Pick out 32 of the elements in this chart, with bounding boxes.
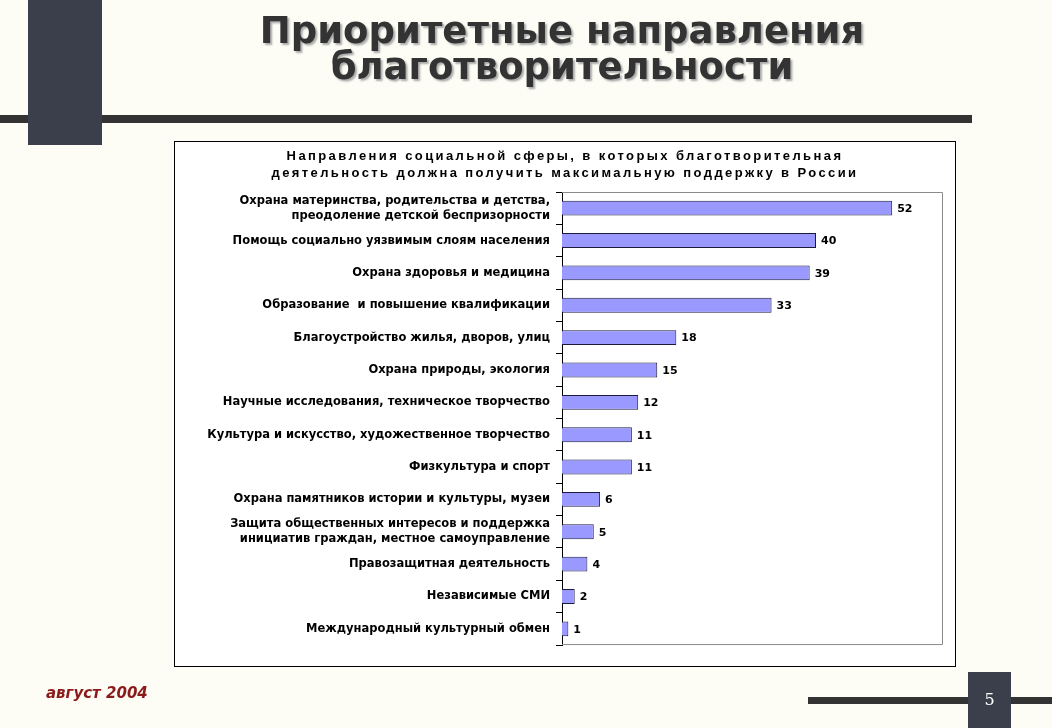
data-label: 11 <box>636 460 653 474</box>
data-label: 40 <box>821 234 837 248</box>
y-tick-label: Благоустройство жилья, дворов, улиц <box>293 329 551 344</box>
data-label: 52 <box>897 202 913 216</box>
data-label: 18 <box>681 331 697 345</box>
y-tick-label: Независимые СМИ <box>426 588 550 603</box>
data-label: 15 <box>662 363 678 377</box>
y-tick-label: Физкультура и спорт <box>409 459 551 474</box>
y-tick-label: Защита общественных интересов и поддержка инициатив граждан, местное самоуправление <box>230 516 551 546</box>
y-tick-label: Охрана здоровья и медицина <box>352 264 550 279</box>
data-label: 1 <box>573 622 582 636</box>
chart-title: Приоритетные направления благотворительности <box>258 9 866 88</box>
data-label: 4 <box>592 558 601 572</box>
data-label: 2 <box>579 590 588 604</box>
y-tick-label: Культура и искусство, художественное творчество <box>207 426 551 441</box>
text: август 2004 <box>46 684 148 702</box>
y-tick-label: Образование и повышение квалификации <box>262 297 550 312</box>
data-label: 39 <box>814 266 830 280</box>
y-tick-label: Помощь социально уязвимым слоям населения <box>232 232 550 247</box>
text: 5 <box>983 690 996 710</box>
y-tick-label: Правозащитная деятельность <box>349 556 550 571</box>
y-tick-label: Международный культурный обмен <box>306 620 550 635</box>
y-tick-label: Охрана природы, экология <box>368 361 550 376</box>
data-label: 33 <box>776 299 792 313</box>
chart-subtitle: Направления социальной сферы, в которых благотворительная деятельность должна получить максимальную поддержку в России <box>270 147 860 181</box>
data-label: 6 <box>605 493 614 507</box>
data-label: 5 <box>598 525 607 539</box>
y-tick-label: Охрана материнства, родительства и детства, преодоление детской беспризорности <box>239 192 550 222</box>
y-tick-label: Охрана памятников истории и культуры, музеи <box>233 491 550 506</box>
data-label: 11 <box>636 428 653 442</box>
y-tick-label: Научные исследования, техническое творчество <box>222 394 551 409</box>
data-label: 12 <box>643 396 659 410</box>
